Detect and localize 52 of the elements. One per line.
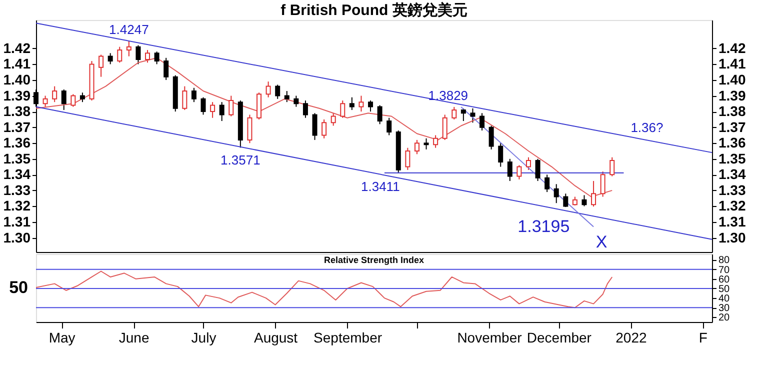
y2-tick-label: 80 — [718, 255, 730, 266]
annotation: 1.3829 — [428, 88, 468, 103]
y-tick-label: 1.33 — [3, 182, 31, 198]
x-tick-label: December — [526, 330, 592, 346]
y-tick-label: 1.31 — [3, 214, 31, 230]
y-tick-label: 1.30 — [3, 229, 31, 246]
y2-tick-label: 1.33 — [718, 182, 746, 198]
y-tick-label: 1.41 — [3, 56, 31, 72]
annotation: 1.36? — [630, 120, 664, 135]
y2-tick-label: 70 — [718, 264, 730, 276]
y2-tick-label: 60 — [718, 274, 730, 286]
y2-tick-label: 1.40 — [718, 71, 746, 88]
text: 50 — [9, 278, 28, 297]
y-tick-label: 1.42 — [3, 40, 31, 56]
x-tick-label: September — [314, 330, 382, 346]
x-tick-label: August — [254, 330, 298, 346]
y2-tick-label: 20 — [718, 312, 730, 324]
y2-tick-label: 1.31 — [718, 214, 746, 230]
y2-tick-label: 1.30 — [718, 229, 746, 246]
y2-tick-label: 1.34 — [718, 166, 746, 182]
annotation: 1.4247 — [109, 22, 149, 37]
y2-tick-label: 1.35 — [718, 150, 746, 166]
y-tick-label: 1.34 — [3, 166, 31, 182]
y-tick-label: 1.35 — [3, 150, 31, 166]
y-tick-label: 1.37 — [3, 118, 31, 135]
x-tick-label: June — [118, 330, 150, 346]
annotation: X — [596, 232, 608, 252]
y-tick-label: 1.32 — [3, 198, 31, 214]
y2-tick-label: 1.37 — [718, 118, 746, 135]
chart-title: Relative Strength Index — [324, 255, 424, 265]
y-tick-label: 1.40 — [3, 71, 31, 88]
x-tick-label: F — [698, 330, 708, 346]
y-tick-label: 1.36 — [3, 134, 31, 151]
y2-tick-label: 1.32 — [718, 198, 746, 214]
y2-tick-label: 30 — [718, 303, 730, 314]
annotation: 1.3195 — [518, 217, 570, 236]
y-tick-label: 1.39 — [3, 87, 31, 104]
y2-tick-label: 1.36 — [718, 134, 746, 151]
y2-tick-label: 1.41 — [718, 56, 746, 72]
y2-tick-label: 50 — [718, 284, 730, 295]
x-tick-label: July — [191, 330, 216, 346]
y2-tick-label: 40 — [718, 294, 730, 305]
x-tick-label: November — [457, 330, 522, 346]
y2-tick-label: 1.39 — [718, 87, 746, 104]
y2-tick-label: 1.38 — [718, 103, 746, 120]
y2-tick-label: 1.42 — [718, 40, 746, 56]
annotation: 1.3411 — [360, 178, 400, 194]
x-tick-label: 2022 — [616, 330, 647, 346]
annotation: 1.3571 — [220, 152, 260, 168]
y-tick-label: 1.38 — [3, 103, 31, 120]
x-tick-label: May — [48, 330, 76, 346]
chart-title: f British Pound 英鎊兌美元 — [280, 1, 468, 19]
